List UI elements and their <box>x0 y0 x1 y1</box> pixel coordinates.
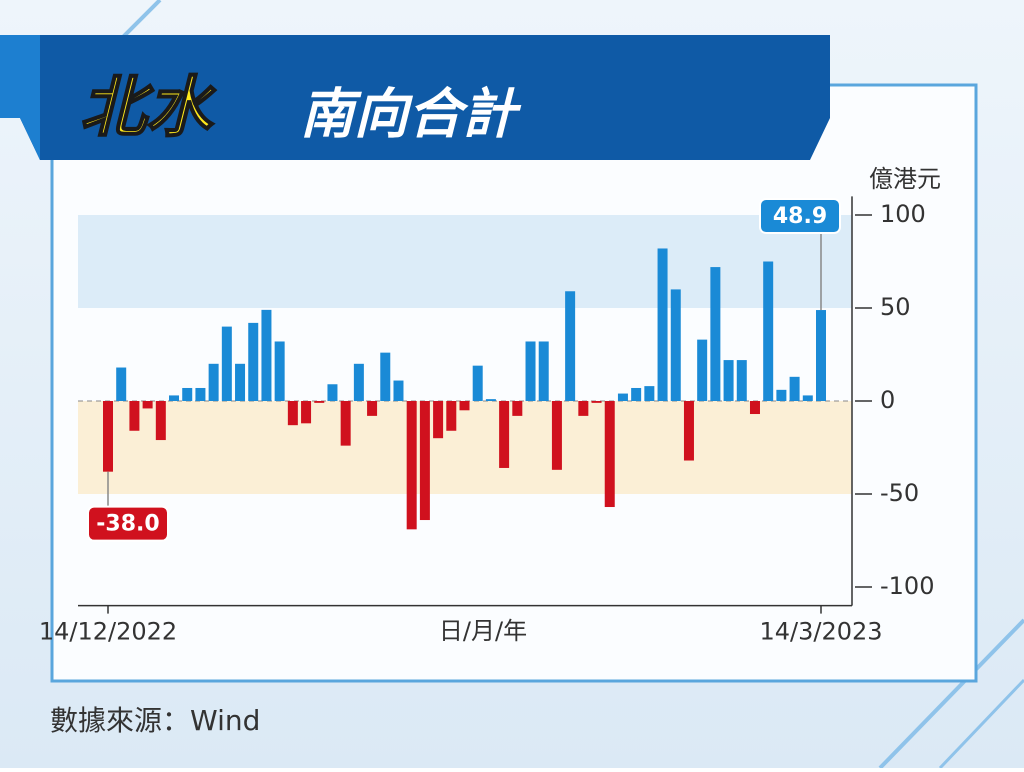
bar <box>287 401 298 426</box>
bar <box>723 360 734 401</box>
header-banner <box>0 35 830 160</box>
decor <box>938 678 1024 770</box>
bar <box>274 341 285 401</box>
y-tick-label: -50 <box>880 479 919 507</box>
decor <box>878 618 1024 770</box>
bar <box>301 401 312 424</box>
bar <box>235 363 246 401</box>
bar <box>393 380 404 401</box>
bar <box>261 309 272 401</box>
bar <box>816 310 826 401</box>
y-tick-label: 100 <box>880 200 926 228</box>
bar <box>525 341 536 401</box>
x-tick-label: 14/3/2023 <box>759 618 882 646</box>
bar <box>591 401 602 403</box>
bar <box>353 363 364 401</box>
bar <box>116 367 127 401</box>
bar <box>631 387 642 401</box>
chart-panel <box>50 83 978 683</box>
bar <box>380 352 391 401</box>
bar <box>195 387 206 401</box>
bar <box>551 401 562 470</box>
bar <box>736 360 747 401</box>
bar <box>129 401 140 431</box>
value-label: 48.9 <box>773 204 827 229</box>
bar <box>340 401 351 446</box>
title-highlight: 北水 <box>80 69 216 146</box>
x-axis-title: 日/月/年 <box>439 617 527 645</box>
band-upper <box>78 215 852 308</box>
bar <box>749 401 760 415</box>
source: 數據來源：Wind <box>50 704 260 737</box>
bar <box>472 365 483 401</box>
bar <box>103 401 113 472</box>
bar <box>617 393 628 401</box>
x-tick-label: 14/12/2022 <box>39 618 177 646</box>
y-tick-label: -100 <box>880 572 934 600</box>
bar <box>710 267 721 401</box>
bar <box>657 248 668 401</box>
bar <box>789 376 800 401</box>
y-tick-label: 50 <box>880 293 911 321</box>
title: 南向合計 <box>300 83 522 146</box>
bar <box>670 289 681 401</box>
y-tick-label: 0 <box>880 386 895 414</box>
bar <box>314 401 325 403</box>
bar <box>433 401 444 439</box>
bar <box>802 395 813 401</box>
bar <box>538 341 549 401</box>
bar <box>182 387 193 401</box>
bar <box>697 339 708 401</box>
bar <box>155 401 166 441</box>
bar <box>644 386 655 401</box>
bar <box>459 401 470 411</box>
bar <box>367 401 378 416</box>
bar <box>512 401 523 416</box>
bar <box>327 384 338 401</box>
bar <box>419 401 430 521</box>
bar <box>169 395 180 401</box>
bar <box>446 401 457 431</box>
bar <box>763 261 774 401</box>
header-accent <box>0 35 40 160</box>
bar <box>406 401 417 530</box>
bar <box>248 322 259 401</box>
band-lower <box>78 401 852 494</box>
value-label: -38.0 <box>96 512 159 537</box>
unit-label: 億港元 <box>869 165 941 193</box>
bar <box>683 401 694 461</box>
bar <box>485 399 496 401</box>
bar <box>776 389 787 401</box>
bar <box>208 363 219 401</box>
bar <box>565 291 576 401</box>
bar <box>499 401 510 468</box>
callout-box <box>87 505 169 542</box>
bar <box>142 401 153 409</box>
bar <box>604 401 615 508</box>
bar <box>578 401 589 416</box>
callout-box <box>759 198 841 235</box>
bar <box>221 326 232 401</box>
